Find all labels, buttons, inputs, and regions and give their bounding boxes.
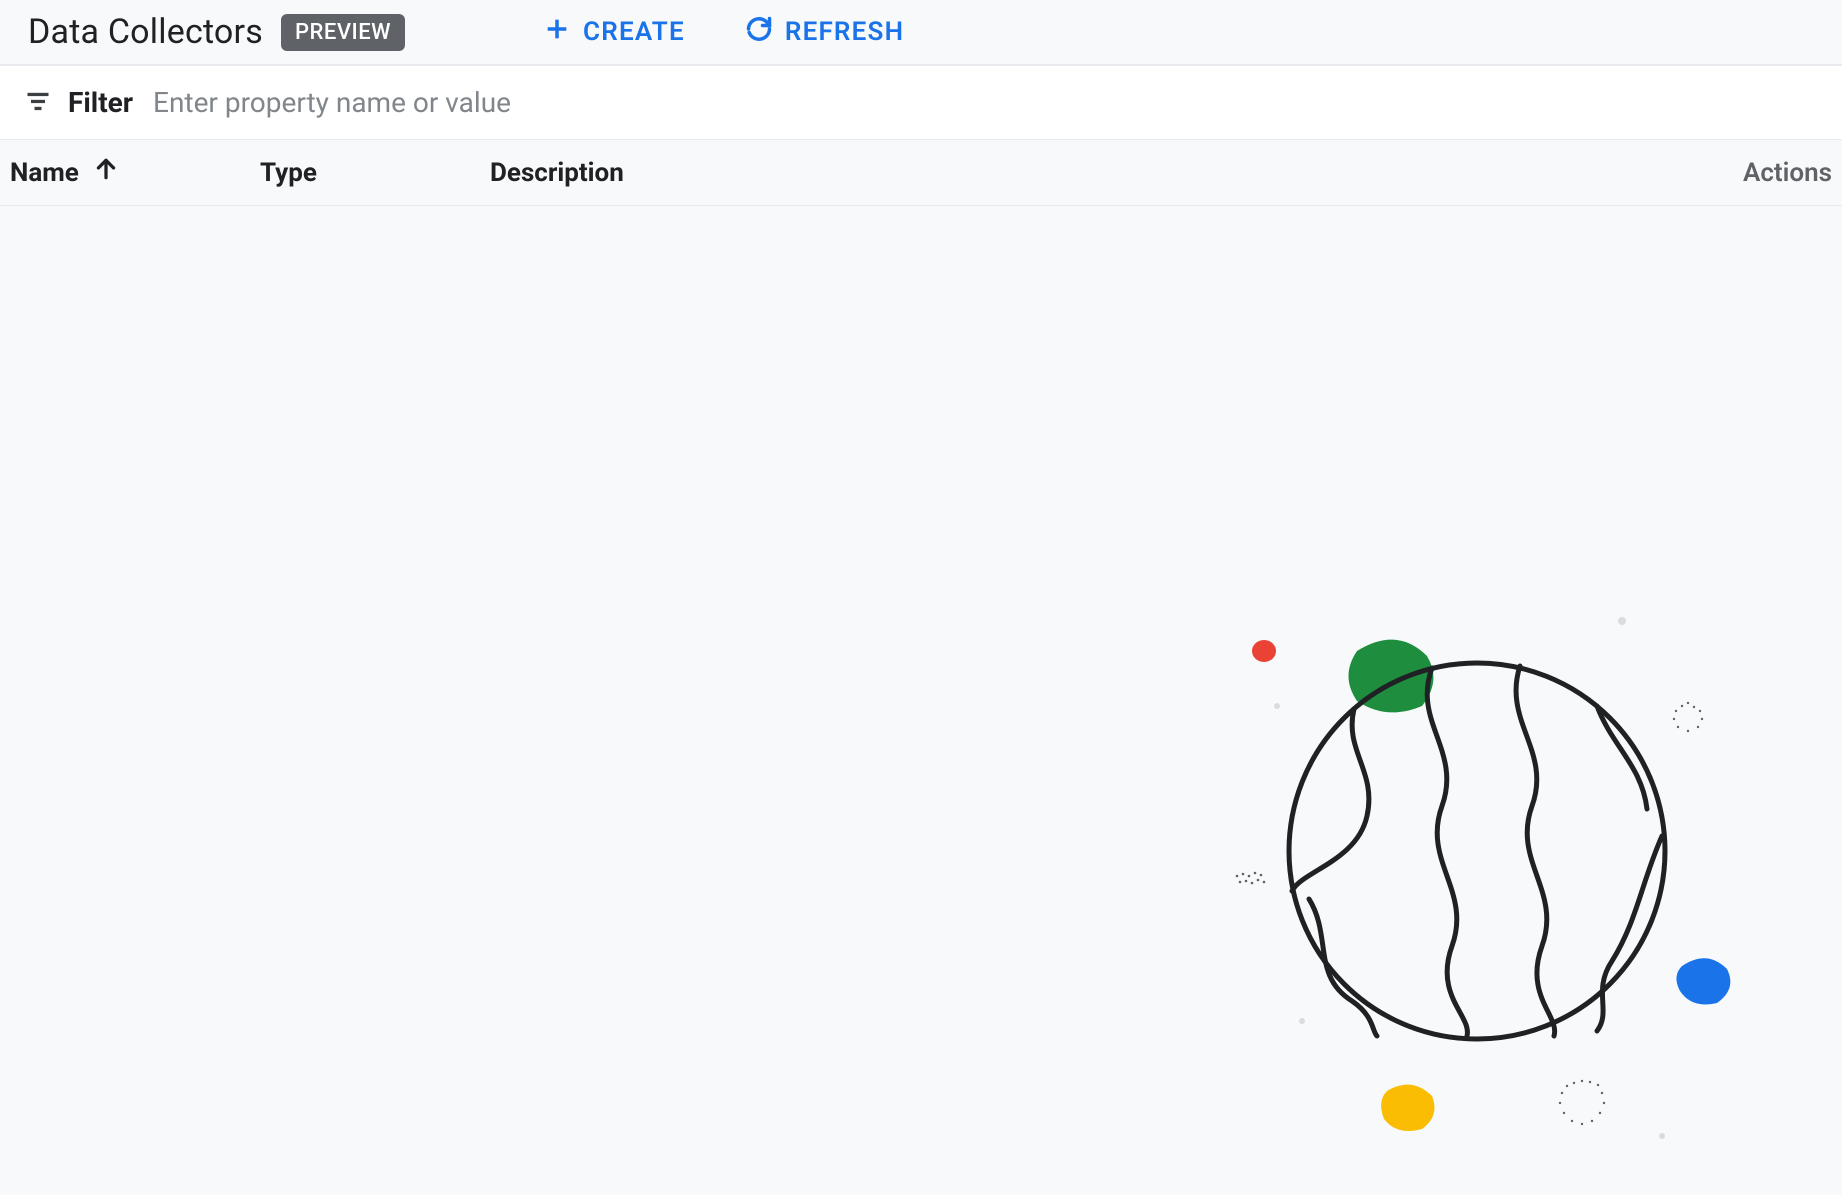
- refresh-button[interactable]: REFRESH: [745, 15, 904, 50]
- column-header-actions: Actions: [1682, 158, 1832, 188]
- filter-label-wrap: Filter: [24, 86, 133, 119]
- filter-input[interactable]: [153, 86, 1818, 119]
- page-title: Data Collectors: [28, 12, 263, 52]
- page-header: Data Collectors PREVIEW CREATE REFRESH: [0, 0, 1842, 66]
- preview-badge: PREVIEW: [281, 14, 405, 51]
- filter-label: Filter: [68, 86, 133, 119]
- header-actions: CREATE REFRESH: [543, 15, 904, 50]
- column-type-label: Type: [260, 158, 317, 188]
- column-actions-label: Actions: [1743, 158, 1832, 188]
- plus-icon: [543, 15, 571, 50]
- column-header-description[interactable]: Description: [490, 158, 1682, 188]
- column-header-type[interactable]: Type: [260, 158, 490, 188]
- refresh-label: REFRESH: [785, 17, 904, 47]
- filter-bar: Filter: [0, 66, 1842, 140]
- sort-ascending-icon: [93, 156, 119, 189]
- filter-icon: [24, 87, 52, 119]
- empty-state-illustration: [1142, 571, 1842, 1191]
- table-header: Name Type Description Actions: [0, 140, 1842, 206]
- column-header-name[interactable]: Name: [10, 156, 260, 189]
- create-label: CREATE: [583, 17, 685, 47]
- refresh-icon: [745, 15, 773, 50]
- create-button[interactable]: CREATE: [543, 15, 685, 50]
- column-name-label: Name: [10, 158, 79, 188]
- column-description-label: Description: [490, 158, 624, 188]
